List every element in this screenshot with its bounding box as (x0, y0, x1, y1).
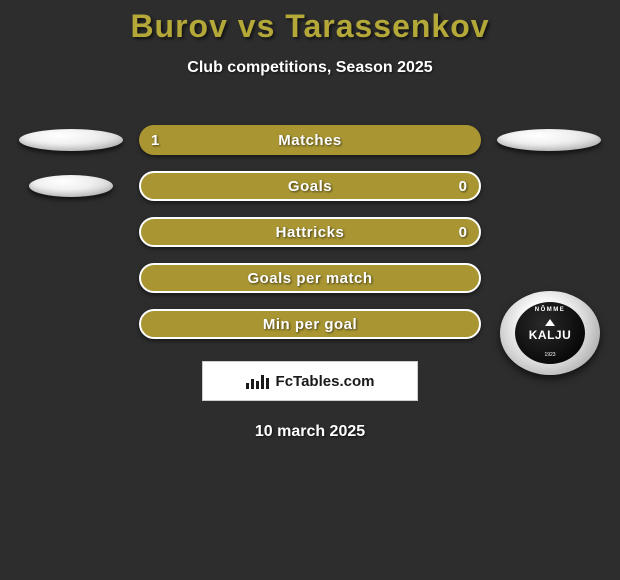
attribution-box: FcTables.com (202, 361, 418, 401)
badge-year: 1923 (544, 352, 555, 358)
bar-value-right: 0 (459, 224, 467, 241)
bar-hattricks: Hattricks 0 (139, 217, 481, 247)
bar-value-right: 0 (459, 178, 467, 195)
bar-label: Min per goal (263, 316, 357, 333)
triangle-icon (545, 319, 555, 326)
bar-label: Matches (278, 132, 342, 149)
page-title: Burov vs Tarassenkov (0, 0, 620, 45)
left-slot-2 (11, 217, 131, 247)
bar-label: Goals per match (247, 270, 372, 287)
right-slot-0 (489, 125, 609, 155)
bar-chart-icon (246, 373, 271, 389)
bar-label: Goals (288, 178, 332, 195)
ellipse-icon (29, 175, 113, 197)
right-slot-2 (489, 217, 609, 247)
bar-goals: Goals 0 (139, 171, 481, 201)
right-slot-1 (489, 171, 609, 201)
comparison-rows: 1 Matches Goals 0 Hattricks (0, 117, 620, 347)
subtitle: Club competitions, Season 2025 (0, 59, 620, 77)
ellipse-icon (19, 129, 123, 151)
left-slot-3 (11, 263, 131, 293)
infographic-container: Burov vs Tarassenkov Club competitions, … (0, 0, 620, 441)
bar-min-per-goal: Min per goal (139, 309, 481, 339)
right-slot-3 (489, 263, 609, 293)
row-goals: Goals 0 (0, 163, 620, 209)
left-slot-0 (11, 125, 131, 155)
attribution-text: FcTables.com (276, 373, 375, 390)
badge-circle: NÕMME KALJU 1923 (500, 291, 600, 375)
bar-value-left: 1 (151, 132, 159, 149)
row-hattricks: Hattricks 0 (0, 209, 620, 255)
badge-arc-text: NÕMME (535, 307, 566, 313)
bar-label: Hattricks (276, 224, 345, 241)
club-badge: NÕMME KALJU 1923 (500, 291, 600, 375)
bar-matches: 1 Matches (139, 125, 481, 155)
badge-inner: NÕMME KALJU 1923 (515, 302, 585, 364)
badge-main-text: KALJU (529, 328, 572, 342)
left-slot-1 (11, 171, 131, 201)
ellipse-icon (497, 129, 601, 151)
date-text: 10 march 2025 (0, 423, 620, 441)
bar-goals-per-match: Goals per match (139, 263, 481, 293)
left-slot-4 (11, 309, 131, 339)
row-matches: 1 Matches (0, 117, 620, 163)
